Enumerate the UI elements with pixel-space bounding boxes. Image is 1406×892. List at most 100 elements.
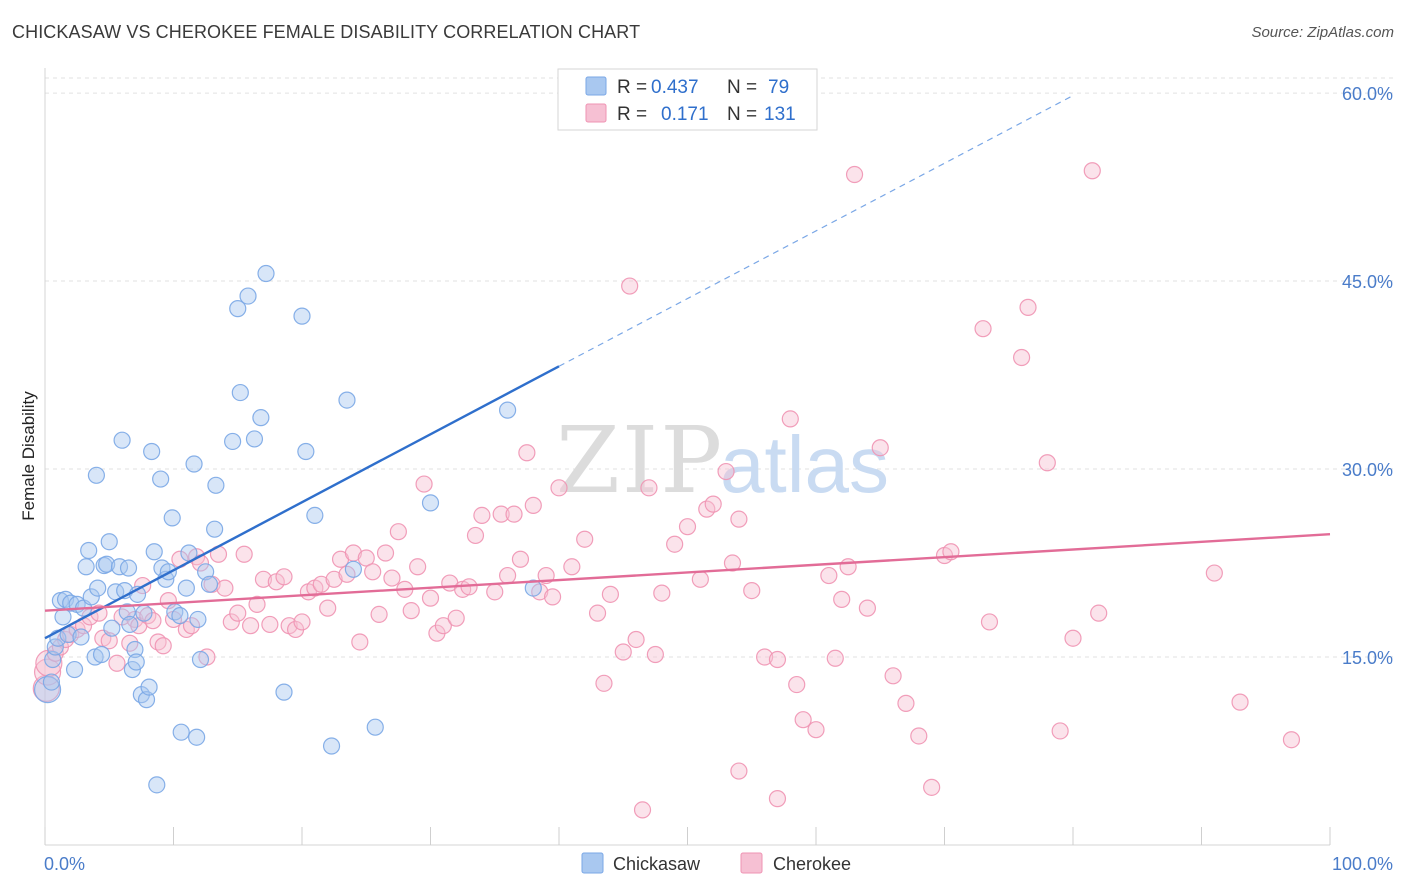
cherokee-point-36: [235, 545, 253, 563]
cherokee-point-98: [691, 570, 709, 588]
chickasaw-point-69: [297, 442, 315, 461]
chickasaw-point-10: [65, 660, 84, 679]
cherokee-point-35: [229, 604, 247, 622]
cherokee-point-62: [402, 602, 420, 620]
cherokee-point-49: [319, 599, 337, 617]
cherokee-point-67: [434, 617, 452, 635]
cherokee-point-123: [974, 320, 992, 338]
chart-title: CHICKASAW VS CHEROKEE FEMALE DISABILITY …: [12, 22, 641, 42]
cherokee-point-64: [415, 475, 433, 493]
y-tick-label-1: 30.0%: [1342, 460, 1393, 480]
chickasaw-point-59: [206, 520, 224, 538]
cherokee-point-27: [182, 617, 201, 635]
cherokee-point-105: [755, 648, 774, 666]
cherokee-point-116: [871, 439, 889, 457]
cherokee-point-102: [723, 554, 742, 572]
chickasaw-point-76: [421, 494, 440, 512]
y-tick-label-2: 45.0%: [1342, 272, 1393, 292]
cherokee-point-33: [216, 579, 234, 597]
chickasaw-point-78: [524, 579, 542, 597]
cherokee-point-128: [1051, 722, 1069, 740]
correlation-legend: R = 0.437 N = 79 R = 0.171 N = 131: [557, 68, 818, 131]
cherokee-point-83: [543, 588, 562, 606]
cherokee-point-86: [576, 530, 594, 548]
chickasaw-point-55: [189, 610, 207, 629]
series-chickasaw-points: [33, 264, 542, 794]
cherokee-point-40: [261, 615, 279, 634]
chickasaw-point-33: [126, 640, 144, 659]
chickasaw-point-37: [135, 604, 153, 622]
cherokee-point-80: [524, 496, 542, 514]
cherokee-point-56: [364, 563, 382, 581]
chickasaw-point-50: [172, 723, 190, 741]
cherokee-point-106: [768, 650, 787, 669]
cherokee-point-54: [351, 633, 369, 651]
legend-r-label-1: R =: [617, 77, 647, 98]
legend-n-label-1: N =: [727, 77, 757, 98]
chickasaw-point-72: [322, 737, 341, 755]
chickasaw-point-64: [239, 287, 257, 305]
cherokee-point-120: [923, 778, 941, 796]
chickasaw-point-39: [140, 678, 158, 696]
x-tick-labels: 0.0% 100.0%: [44, 854, 1393, 874]
chickasaw-point-12: [72, 628, 90, 646]
cherokee-point-89: [601, 585, 620, 603]
cherokee-point-60: [389, 523, 407, 541]
legend-n-value-2: 131: [764, 104, 796, 125]
chickasaw-point-34: [127, 653, 145, 671]
chickasaw-point-14: [77, 558, 95, 576]
cherokee-point-111: [826, 649, 844, 667]
cherokee-point-97: [678, 518, 697, 536]
cherokee-point-48: [312, 575, 330, 593]
cherokee-point-34: [222, 613, 240, 631]
chickasaw-point-77: [499, 401, 517, 419]
cherokee-point-38: [248, 595, 266, 613]
cherokee-point-85: [563, 558, 581, 576]
cherokee-point-78: [511, 550, 530, 568]
chickasaw-point-41: [145, 543, 163, 561]
chickasaw-point-71: [306, 506, 324, 525]
chickasaw-point-40: [143, 442, 161, 461]
cherokee-point-93: [640, 479, 658, 497]
cherokee-point-42: [275, 568, 293, 586]
bottom-legend-chickasaw: Chickasaw: [613, 854, 701, 874]
cherokee-point-45: [293, 613, 311, 631]
chickasaw-point-58: [200, 575, 219, 593]
legend-r-value-1: 0.437: [651, 77, 699, 98]
cherokee-point-77: [505, 505, 523, 523]
series-legend: Chickasaw Cherokee: [581, 852, 851, 874]
legend-r-label-2: R =: [617, 104, 647, 125]
chart-source: Source: ZipAtlas.com: [1251, 24, 1394, 41]
watermark: ZIP atlas: [556, 407, 889, 514]
chickasaw-point-38: [137, 691, 156, 709]
cherokee-point-95: [653, 584, 671, 602]
chickasaw-point-31: [121, 615, 139, 634]
chickasaw-point-49: [171, 607, 189, 625]
cherokee-point-90: [614, 643, 632, 661]
cherokee-point-50: [325, 570, 343, 588]
cherokee-point-114: [845, 165, 864, 184]
y-tick-label-0: 15.0%: [1342, 648, 1393, 668]
cherokee-point-109: [807, 721, 825, 739]
chickasaw-point-15: [80, 541, 98, 560]
cherokee-point-108: [788, 675, 806, 694]
cherokee-point-94: [646, 645, 664, 664]
legend-swatch-chickasaw: [585, 76, 607, 96]
chickasaw-point-30: [119, 559, 138, 577]
cherokee-point-113: [839, 558, 857, 576]
trend-line-chickasaw-extension: [558, 95, 1074, 367]
y-axis-label: Female Disability: [19, 391, 38, 521]
chickasaw-point-74: [344, 560, 362, 578]
cherokee-point-115: [858, 599, 877, 617]
cherokee-point-59: [383, 569, 401, 587]
cherokee-point-72: [466, 526, 485, 545]
chickasaw-point-19: [89, 579, 107, 597]
chickasaw-point-18: [87, 466, 106, 484]
cherokee-point-131: [1090, 604, 1108, 622]
cherokee-point-104: [743, 581, 761, 600]
chickasaw-point-51: [177, 579, 195, 597]
cherokee-point-73: [473, 506, 491, 525]
watermark-zip: ZIP: [556, 407, 724, 514]
cherokee-point-129: [1064, 629, 1082, 647]
